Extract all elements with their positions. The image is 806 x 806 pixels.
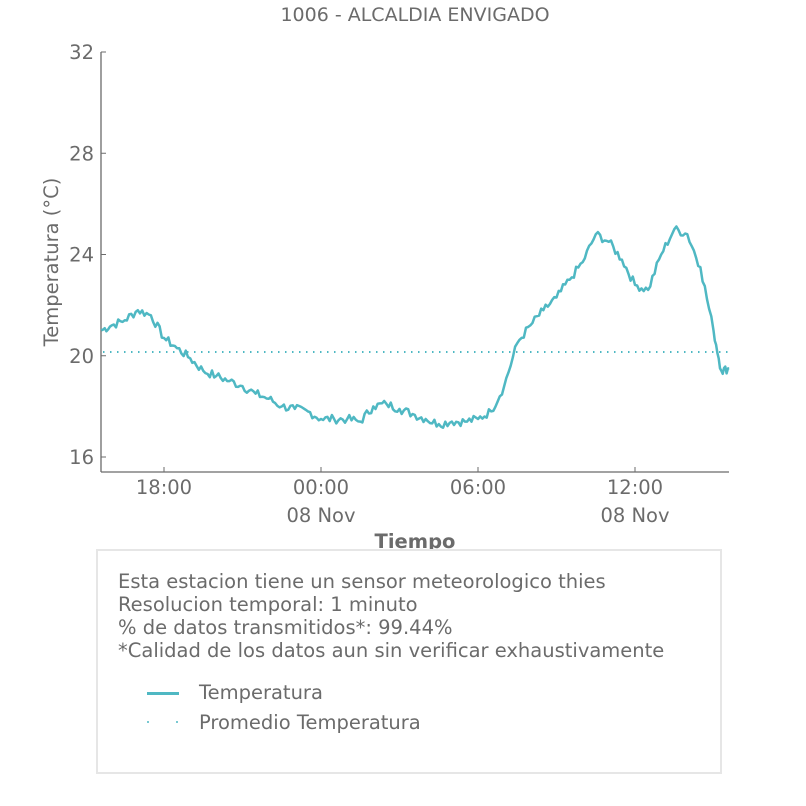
legend-label-temperatura: Temperatura [199,681,323,704]
x-tick-label: 18:00 [136,476,192,499]
y-tick-label: 20 [69,345,94,368]
axes [100,52,729,473]
legend-solid-line-icon [147,692,179,695]
info-resolution: Resolucion temporal: 1 minuto [118,593,418,616]
x-ticks: 18:00 00:00 08 Nov 06:00 12:00 08 Nov [136,467,670,527]
x-tick-date-label: 08 Nov [286,504,355,527]
info-quality-note: *Calidad de los datos aun sin verificar … [118,639,665,662]
y-tick-label: 16 [69,446,94,469]
y-axis-label: Temperatura (°C) [40,178,63,348]
y-tick-label: 28 [69,142,94,165]
x-tick-label: 06:00 [450,476,506,499]
temperature-chart: 16 20 24 28 32 18:00 00:00 08 Nov 06:00 12:00 08 … [40,41,730,527]
info-box: Esta estacion tiene un sensor meteorolog… [96,549,722,774]
y-ticks: 16 20 24 28 32 [69,41,106,469]
y-tick-label: 24 [69,244,94,267]
legend-dotted-line-icon [147,721,179,724]
x-axis-label: Tiempo [374,530,456,553]
y-tick-label: 32 [69,41,94,64]
x-tick-label: 12:00 [607,476,663,499]
chart-title: 1006 - ALCALDIA ENVIGADO [280,4,550,26]
info-transmitted: % de datos transmitidos*: 99.44% [118,616,453,639]
x-tick-label: 00:00 [293,476,349,499]
info-sensor: Esta estacion tiene un sensor meteorolog… [118,570,606,593]
temperature-line [100,225,730,429]
legend-label-promedio: Promedio Temperatura [199,711,421,734]
x-tick-date-label: 08 Nov [600,504,669,527]
